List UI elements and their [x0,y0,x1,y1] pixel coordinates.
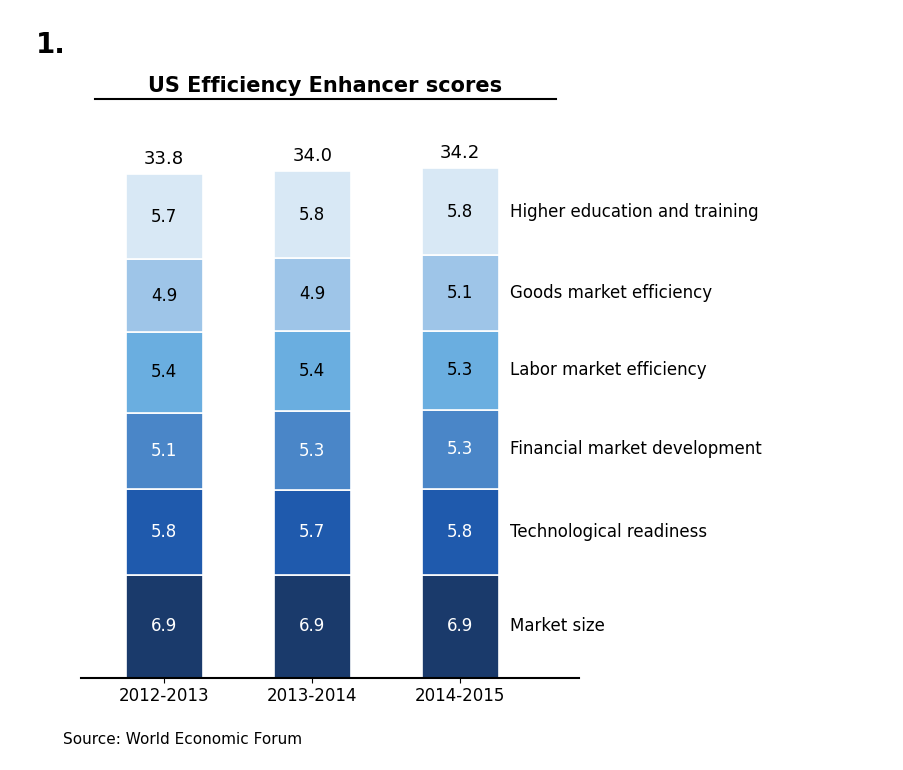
Text: 34.0: 34.0 [292,147,331,166]
Text: 5.4: 5.4 [151,363,177,381]
Bar [274,490,350,575]
Bar [126,488,202,575]
Text: 6.9: 6.9 [151,618,177,635]
Text: Source: World Economic Forum: Source: World Economic Forum [63,732,303,747]
Bar [126,259,202,332]
Text: 5.3: 5.3 [446,440,473,458]
Text: 5.8: 5.8 [299,206,325,223]
Text: 5.8: 5.8 [447,203,473,220]
Bar [421,169,498,255]
Bar [421,410,498,488]
Bar [421,488,498,575]
Text: 5.8: 5.8 [447,523,473,541]
Text: 33.8: 33.8 [144,150,184,169]
Bar [126,413,202,488]
Text: 6.9: 6.9 [447,618,473,635]
Bar [274,575,350,678]
Text: 5.3: 5.3 [299,441,325,460]
Text: 5.7: 5.7 [299,524,325,541]
Text: 34.2: 34.2 [440,145,479,162]
Text: 5.4: 5.4 [299,362,325,380]
Bar [126,332,202,413]
Text: Labor market efficiency: Labor market efficiency [510,361,706,379]
Bar [274,258,350,330]
Text: 1.: 1. [36,31,66,59]
Text: Goods market efficiency: Goods market efficiency [510,283,712,302]
Text: US Efficiency Enhancer scores: US Efficiency Enhancer scores [148,76,502,96]
Bar [126,174,202,259]
Text: Financial market development: Financial market development [510,440,761,458]
Text: 5.1: 5.1 [446,283,473,302]
Text: 5.7: 5.7 [151,208,177,226]
Bar [274,172,350,258]
Bar [421,255,498,330]
Text: 5.3: 5.3 [446,361,473,379]
Text: 5.1: 5.1 [151,441,177,460]
Bar [421,330,498,410]
Text: 6.9: 6.9 [299,618,325,635]
Bar [126,575,202,678]
Text: 5.8: 5.8 [151,523,177,541]
Text: Technological readiness: Technological readiness [510,523,707,541]
Text: 4.9: 4.9 [151,286,177,305]
Bar [274,330,350,411]
Bar [421,575,498,678]
Text: 4.9: 4.9 [299,285,325,303]
Text: Market size: Market size [510,618,605,635]
Text: Higher education and training: Higher education and training [510,203,759,220]
Bar [274,411,350,490]
